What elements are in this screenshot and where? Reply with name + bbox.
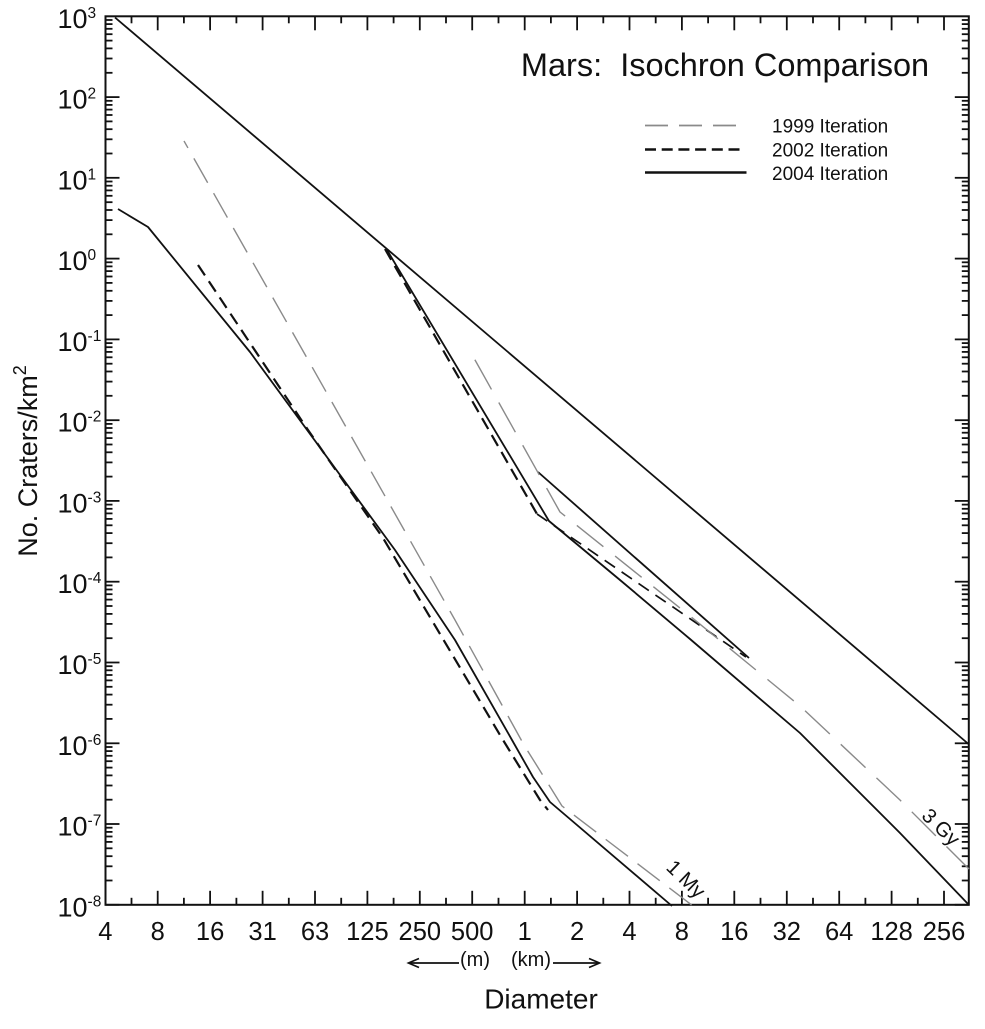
svg-text:4: 4 — [622, 918, 636, 946]
svg-text:2: 2 — [570, 918, 584, 946]
svg-text:Mars: Isochron Comparison: Mars: Isochron Comparison — [521, 47, 929, 83]
svg-text:2002 Iteration: 2002 Iteration — [772, 141, 888, 162]
svg-text:10-1: 10-1 — [58, 327, 102, 357]
svg-text:1999 Iteration: 1999 Iteration — [772, 117, 888, 138]
svg-text:16: 16 — [720, 918, 748, 946]
svg-text:64: 64 — [825, 918, 853, 946]
svg-text:Diameter: Diameter — [484, 984, 598, 1015]
svg-text:102: 102 — [58, 85, 97, 115]
svg-text:3 Gy: 3 Gy — [917, 804, 965, 851]
svg-text:10-8: 10-8 — [58, 892, 102, 922]
svg-text:10-7: 10-7 — [58, 812, 102, 842]
svg-text:(km): (km) — [511, 949, 551, 971]
svg-text:4: 4 — [98, 918, 112, 946]
svg-text:8: 8 — [675, 918, 689, 946]
svg-text:101: 101 — [58, 165, 97, 195]
svg-text:100: 100 — [58, 246, 97, 276]
svg-text:103: 103 — [58, 4, 97, 34]
svg-text:10-5: 10-5 — [58, 650, 102, 680]
svg-text:32: 32 — [773, 918, 801, 946]
svg-text:500: 500 — [451, 918, 494, 946]
svg-text:10-2: 10-2 — [58, 408, 102, 438]
svg-text:10-3: 10-3 — [58, 488, 102, 518]
svg-text:256: 256 — [923, 918, 966, 946]
svg-text:125: 125 — [346, 918, 389, 946]
svg-text:16: 16 — [196, 918, 224, 946]
svg-text:10-6: 10-6 — [58, 731, 102, 761]
svg-text:1 My: 1 My — [662, 856, 710, 904]
svg-text:2004 Iteration: 2004 Iteration — [772, 164, 888, 185]
svg-text:1: 1 — [518, 918, 532, 946]
svg-text:250: 250 — [399, 918, 442, 946]
svg-text:31: 31 — [248, 918, 276, 946]
svg-text:128: 128 — [870, 918, 913, 946]
svg-text:(m): (m) — [460, 949, 490, 971]
svg-text:8: 8 — [151, 918, 165, 946]
svg-text:63: 63 — [301, 918, 329, 946]
svg-text:10-4: 10-4 — [58, 569, 102, 599]
svg-text:No. Craters/km2: No. Craters/km2 — [10, 365, 43, 557]
